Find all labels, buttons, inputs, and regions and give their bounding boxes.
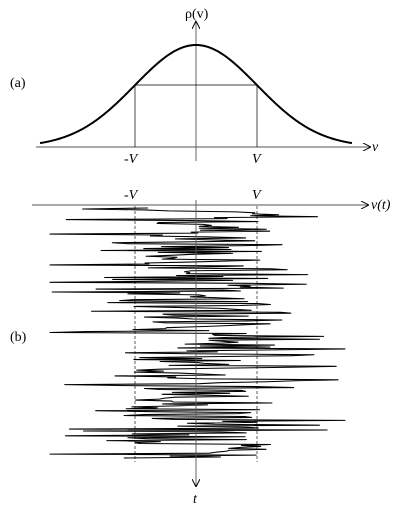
rho-axis-label: ρ(v) <box>185 7 209 22</box>
t-axis-label: t <box>193 492 198 506</box>
tick-plus-v-b: V <box>252 188 262 203</box>
vt-axis-label: v(t) <box>371 198 391 213</box>
tick-minus-v: -V <box>124 152 139 167</box>
gaussian-curve <box>39 43 353 145</box>
panel-b-label: (b) <box>10 330 27 345</box>
random-signal-trace <box>49 207 346 459</box>
tick-plus-v: V <box>252 152 262 167</box>
panel-b: (b) v(t) -V V t <box>10 188 391 506</box>
v-axis-label: v <box>372 140 379 155</box>
panel-a-label: (a) <box>10 76 26 91</box>
panel-a: (a) ρ(v) v -V V <box>10 7 379 167</box>
tick-minus-v-b: -V <box>124 188 139 203</box>
